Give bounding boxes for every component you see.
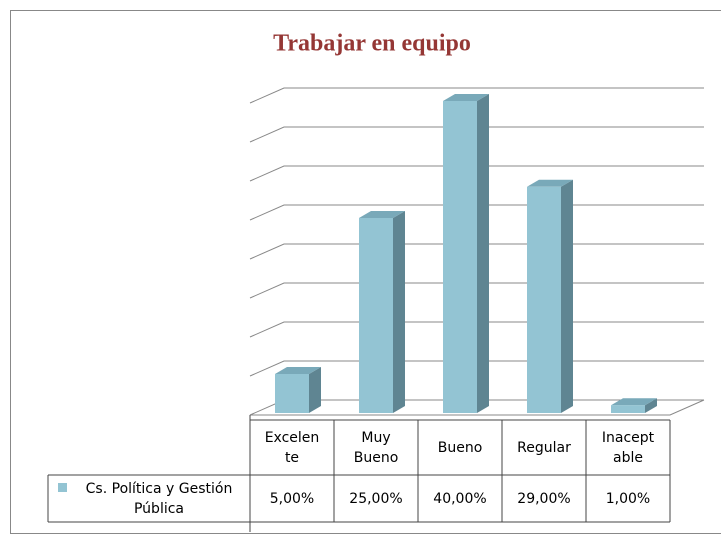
bar-top: [443, 94, 489, 101]
grid-line: [249, 165, 704, 182]
value-label-text: 29,00%: [517, 490, 571, 507]
value-label: 25,00%: [334, 475, 418, 522]
category-label-text: Inaceptable: [601, 429, 655, 466]
category-label-text: Muy Bueno: [353, 429, 399, 466]
floor: [250, 399, 705, 416]
bar-side: [309, 367, 321, 413]
category-label-text: Regular: [517, 439, 571, 456]
table-grid: [47, 415, 671, 532]
category-label: Regular: [502, 420, 586, 475]
bar-side: [645, 398, 657, 413]
legend-swatch: [58, 483, 67, 492]
value-label-text: 1,00%: [605, 490, 651, 507]
legend-label-text: Cs. Política y Gestión Pública: [85, 480, 233, 517]
bar-top: [359, 211, 405, 218]
grid-line: [249, 126, 704, 143]
bar: [359, 218, 393, 413]
bar-top: [527, 179, 573, 187]
value-label: 1,00%: [586, 475, 670, 522]
bar-side: [393, 211, 405, 413]
value-label: 40,00%: [418, 475, 502, 522]
value-label: 29,00%: [502, 475, 586, 522]
bar: [275, 374, 309, 413]
value-label-text: 40,00%: [433, 490, 487, 507]
chart-title: Trabajar en equipo: [273, 31, 471, 57]
value-label-text: 25,00%: [349, 490, 403, 507]
bar-side: [561, 179, 573, 413]
category-label-text: Bueno: [437, 439, 483, 456]
bar: [527, 186, 561, 413]
category-label: Bueno: [418, 420, 502, 475]
bar-top: [611, 398, 657, 406]
category-label: Inaceptable: [586, 420, 670, 475]
bar-top: [275, 367, 321, 374]
bar: [611, 405, 645, 413]
value-label-text: 5,00%: [269, 490, 315, 507]
bar: [443, 101, 477, 413]
category-label-text: Excelente: [264, 429, 320, 466]
grid-line: [249, 87, 704, 104]
legend-label: Cs. Política y Gestión Pública: [70, 475, 248, 522]
value-label: 5,00%: [250, 475, 334, 522]
category-label: Excelente: [250, 420, 334, 475]
bar-side: [477, 94, 489, 413]
category-label: Muy Bueno: [334, 420, 418, 475]
